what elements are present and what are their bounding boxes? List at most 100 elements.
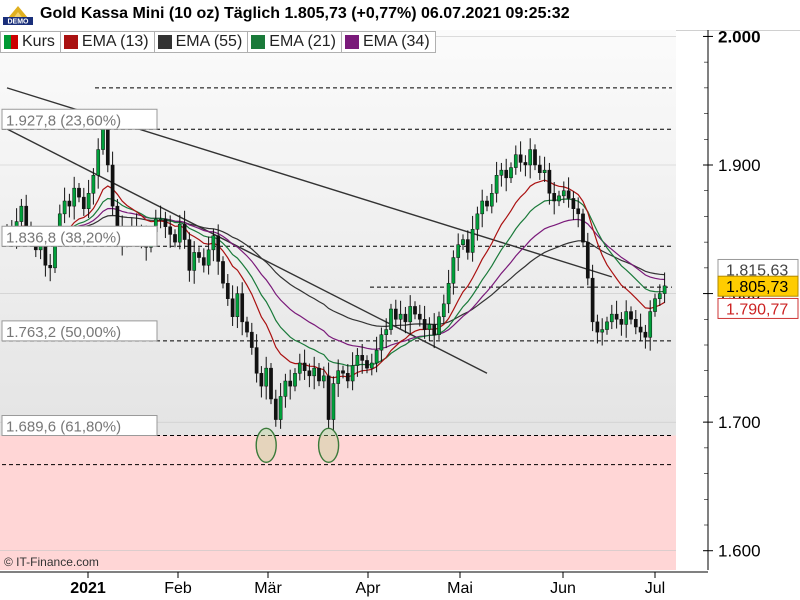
candle-body (326, 375, 331, 420)
candle-body (201, 257, 206, 266)
candle-body (192, 252, 197, 271)
candle-body (614, 313, 619, 320)
candle-body (259, 373, 264, 387)
x-tick-label: 2021 (70, 580, 106, 597)
candle-body (269, 367, 273, 400)
svg-text:1.790,77: 1.790,77 (726, 301, 788, 318)
candle-body (528, 149, 533, 166)
candle-body (182, 223, 187, 240)
candle-body (451, 257, 456, 284)
demo-logo-text: DEMO (8, 19, 30, 26)
candle-body (456, 244, 461, 258)
legend-item-kurs[interactable]: Kurs (0, 31, 61, 53)
fib-label: 1.689,6 (61,80%) (1, 415, 158, 437)
candle-body (48, 265, 53, 269)
candle-body (197, 252, 201, 258)
candle-body (542, 169, 547, 173)
candle-body (518, 154, 523, 163)
candle-body (317, 367, 321, 382)
legend-item-ema-55[interactable]: EMA (55) (153, 31, 249, 53)
candle-body (576, 208, 581, 215)
candle-body (360, 355, 365, 361)
x-tick-label: Apr (356, 580, 382, 597)
y-tick-label: 1.900 (718, 156, 761, 175)
candle-body (336, 370, 341, 384)
candle-body (408, 306, 413, 323)
candle-body (629, 311, 633, 320)
candle-body (662, 285, 667, 294)
candle-body (72, 187, 77, 207)
candle-body (648, 311, 653, 338)
candle-body (509, 167, 513, 179)
candle-body (561, 190, 566, 197)
candle-body (585, 241, 590, 279)
candle-body (441, 303, 446, 317)
candle-body (312, 367, 317, 377)
legend-label: EMA (13) (81, 33, 149, 50)
candles (5, 117, 667, 431)
line-swatch-icon (63, 35, 78, 49)
legend-label: EMA (34) (362, 33, 430, 50)
candle-body (273, 398, 278, 420)
candle-body (374, 349, 379, 364)
candle-body (67, 200, 72, 207)
candle-body (513, 154, 518, 168)
y-tick-label: 1.600 (718, 542, 761, 561)
candle-body (264, 367, 269, 387)
candle-body (437, 316, 441, 335)
candle-body (533, 149, 537, 166)
candle-body (177, 223, 182, 243)
candle-body (24, 205, 29, 227)
candle-body (81, 196, 86, 209)
candle-body (413, 306, 417, 315)
candle-body (485, 200, 489, 207)
candle-body (523, 162, 528, 166)
candle-swatch-icon (4, 35, 18, 49)
trendline[interactable] (6, 128, 488, 374)
candle-body (494, 175, 499, 194)
candle-body (245, 321, 249, 333)
x-tick-label: Jul (645, 580, 665, 597)
candle-body (240, 293, 245, 323)
candle-body (235, 293, 240, 317)
candle-body (110, 164, 115, 207)
svg-text:1.815,63: 1.815,63 (726, 262, 788, 279)
candle-body (384, 329, 389, 335)
candle-body (115, 205, 120, 227)
y-tick-label: 2.000 (718, 27, 761, 46)
candle-body (96, 149, 101, 176)
legend-label: EMA (21) (269, 33, 336, 50)
candle-body (230, 298, 235, 317)
line-swatch-icon (344, 35, 359, 49)
candle-body (331, 383, 336, 420)
candle-body (504, 169, 509, 179)
candle-body (350, 365, 355, 382)
candle-body (86, 193, 91, 209)
line-swatch-icon (157, 35, 172, 49)
fib-label: 1.763,2 (50,00%) (1, 320, 158, 342)
candle-body (432, 324, 437, 335)
candle-body (547, 169, 552, 194)
legend-item-ema-34[interactable]: EMA (34) (340, 31, 436, 53)
ema-13-line (6, 179, 665, 379)
legend-item-ema-21[interactable]: EMA (21) (247, 31, 342, 53)
demo-logo-icon: DEMO (3, 6, 33, 26)
candle-body (288, 380, 293, 387)
svg-text:1.805,73: 1.805,73 (726, 279, 788, 296)
candle-body (446, 283, 451, 305)
candle-body (499, 169, 504, 176)
candle-body (297, 362, 302, 374)
candle-body (283, 380, 288, 397)
candle-body (355, 355, 360, 366)
candle-body (403, 313, 408, 323)
candle-body (187, 239, 192, 271)
candle-body (254, 347, 259, 374)
x-tick-label: Feb (164, 580, 192, 597)
bottom-marker-circle (255, 427, 277, 463)
candle-body (341, 370, 345, 374)
candle-body (427, 324, 432, 330)
candle-body (163, 218, 168, 227)
legend-item-ema-13[interactable]: EMA (13) (59, 31, 155, 53)
candle-body (19, 205, 24, 222)
